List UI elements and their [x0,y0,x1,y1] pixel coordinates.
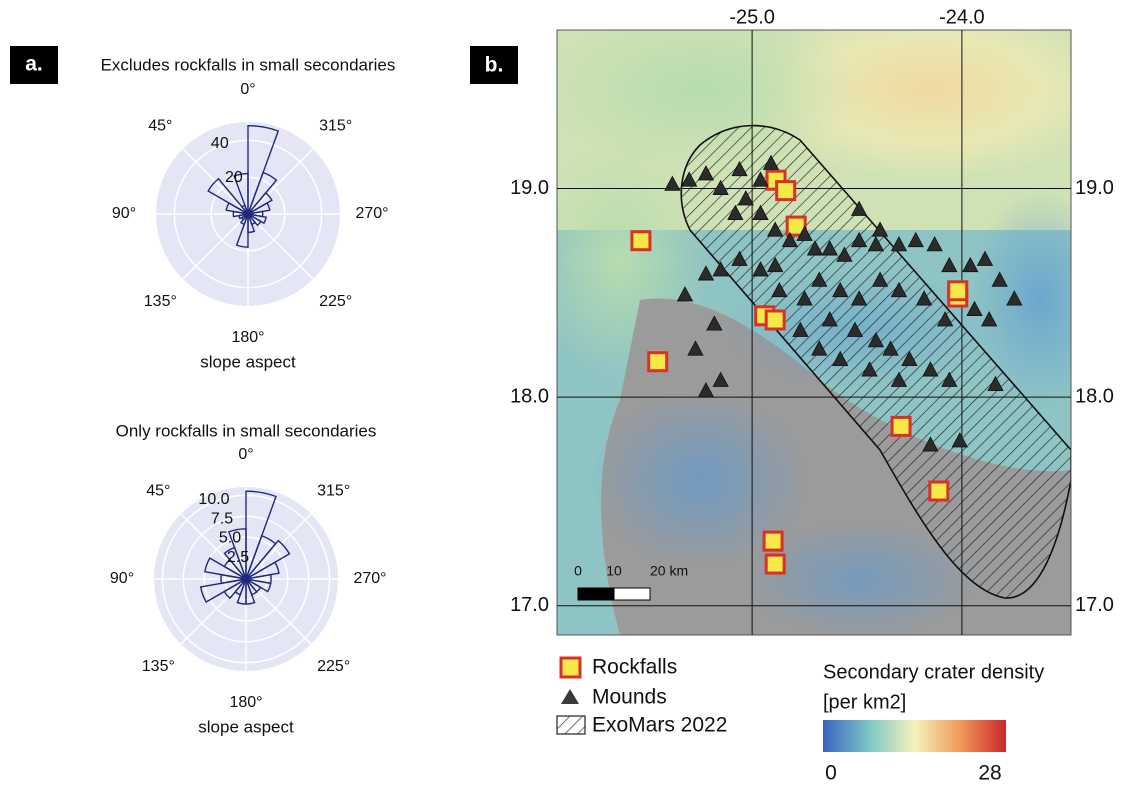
angle-tick-label: 225° [317,658,350,675]
scalebar-label: 10 [606,563,622,579]
radial-tick-label: 40 [211,135,229,152]
legend-mounds-marker [561,689,579,704]
y-tick-label: 18.0 [1075,385,1114,407]
rockfall-marker [764,532,782,550]
rockfall-marker [649,353,667,371]
angle-tick-label: 180° [231,329,264,346]
colorbar [823,720,1006,752]
colorbar-unit: [per km2] [823,691,906,713]
radial-tick-label: 7.5 [211,510,233,527]
colorbar-title: Secondary crater density [823,661,1044,683]
radial-tick-label: 10.0 [198,491,229,508]
y-tick-label: 18.0 [510,385,549,407]
legend-label: ExoMars 2022 [592,714,727,737]
panel-label: b. [485,54,504,77]
chart-title: Excludes rockfalls in small secondaries [101,55,396,74]
legend-rockfalls-marker [561,658,580,677]
legend-label: Rockfalls [592,656,677,679]
rockfall-marker [892,417,910,435]
colorbar-tick-label: 0 [825,762,837,785]
colorbar-tick-label: 28 [978,762,1001,785]
angle-tick-label: 180° [229,694,262,711]
angle-tick-label: 135° [142,658,175,675]
angle-tick-label: 225° [319,293,352,310]
x-tick-label: -25.0 [729,6,775,28]
legend-label: Mounds [592,686,667,709]
scalebar-black [578,588,614,600]
scalebar-white [614,588,650,600]
x-axis-label: slope aspect [200,352,296,371]
chart-title: Only rockfalls in small secondaries [116,421,377,440]
radial-tick-label: 2.5 [227,549,249,566]
legend-region-marker [557,716,585,734]
x-axis-label: slope aspect [198,717,294,736]
rockfall-marker [930,482,948,500]
angle-tick-label: 270° [353,570,386,587]
angle-tick-label: 45° [146,483,170,500]
y-tick-label: 17.0 [1075,594,1114,616]
figure: Rockfalls Mounds ExoMars 2022 Secondary … [0,0,1124,787]
x-tick-label: -24.0 [939,6,985,28]
angle-tick-label: 270° [355,205,388,222]
angle-tick-label: 0° [238,446,253,463]
angle-tick-label: 45° [148,118,172,135]
rockfall-marker [632,232,650,250]
y-tick-label: 19.0 [510,177,549,199]
legend: Rockfalls Mounds ExoMars 2022 [557,656,727,737]
scalebar-label: 0 [574,563,582,579]
angle-tick-label: 90° [110,570,134,587]
rockfall-marker [777,182,795,200]
rockfall-marker [766,311,784,329]
angle-tick-label: 0° [240,81,255,98]
scalebar-label: 20 km [650,563,688,579]
angle-tick-label: 315° [317,483,350,500]
y-tick-label: 17.0 [510,594,549,616]
panel-label: a. [25,53,43,76]
radial-tick-label: 5.0 [219,530,241,547]
angle-tick-label: 135° [144,293,177,310]
radial-tick-label: 20 [225,169,243,186]
angle-tick-label: 90° [112,205,136,222]
y-tick-label: 19.0 [1075,177,1114,199]
angle-tick-label: 315° [319,118,352,135]
rockfall-marker [949,282,967,300]
rockfall-marker [766,555,784,573]
